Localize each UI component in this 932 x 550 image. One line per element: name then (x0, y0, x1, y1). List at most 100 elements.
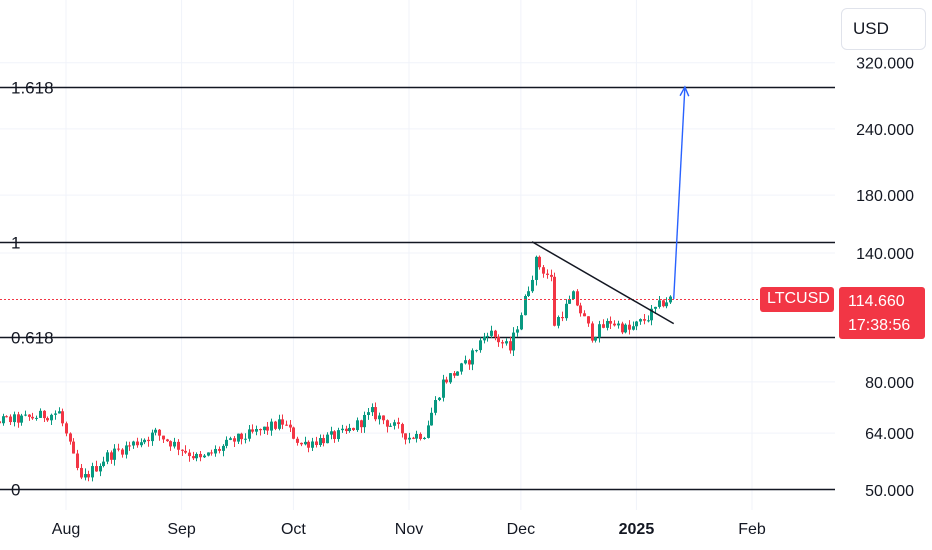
candle-body (255, 429, 258, 432)
candle-body (181, 449, 184, 451)
x-tick-label: Nov (395, 521, 423, 538)
candle-body (621, 323, 624, 333)
candle-body (665, 302, 668, 307)
candle-body (304, 441, 307, 445)
candle-body (225, 439, 228, 446)
candle-body (527, 291, 530, 296)
candle-body (99, 465, 102, 472)
candle-body (106, 452, 109, 462)
candle-body (270, 421, 273, 431)
candle-body (505, 341, 508, 344)
x-tick-label: Feb (738, 521, 766, 538)
candle-body (214, 448, 217, 454)
candle-body (602, 324, 605, 328)
projection-arrow[interactable] (673, 86, 686, 299)
candle-body (415, 433, 418, 439)
candle-body (169, 441, 172, 447)
candle-body (378, 415, 381, 420)
candle-body (20, 415, 23, 423)
candle-body (609, 320, 612, 324)
candle-body (445, 379, 448, 383)
candle-body (475, 350, 478, 352)
candle-body (233, 438, 236, 442)
candle-body (419, 433, 422, 439)
candle-body (39, 410, 42, 418)
candle-body (591, 323, 594, 341)
candle-body (296, 438, 299, 443)
candle-body (632, 326, 635, 330)
y-tick-label: 140.000 (856, 246, 914, 263)
candle-body (266, 426, 269, 431)
candle-body (292, 427, 295, 439)
time-axis[interactable]: Aug Sep Oct Nov Dec 2025 Feb (52, 521, 766, 538)
trendline[interactable] (531, 241, 675, 325)
candle-body (412, 437, 415, 439)
symbol-tag: LTCUSD (760, 287, 834, 312)
candle-body (199, 453, 202, 458)
candle-body (531, 279, 534, 292)
candle-body (173, 441, 176, 447)
candle-body (579, 305, 582, 314)
candle-body (65, 423, 68, 434)
candle-body (606, 320, 609, 328)
candle-body (50, 414, 53, 421)
currency-button[interactable]: USD (841, 8, 926, 50)
candle-body (307, 441, 310, 448)
candle-body (669, 296, 672, 303)
last-price-value: 114.660 (848, 293, 905, 310)
candle-body (72, 441, 75, 454)
candle-body (240, 433, 243, 440)
price-axis[interactable]: 320.000 240.000 180.000 140.000 80.000 64.000… (856, 56, 914, 500)
candle-body (17, 414, 20, 423)
candle-body (352, 427, 355, 431)
candle-body (95, 466, 98, 472)
candle-body (218, 448, 221, 451)
candle-body (333, 431, 336, 440)
candle-body (374, 407, 377, 420)
candle-body (486, 335, 489, 337)
y-tick-label: 180.000 (856, 188, 914, 205)
candle-body (520, 315, 523, 330)
candle-body (2, 416, 5, 424)
candle-body (404, 433, 407, 440)
x-tick-label: 2025 (619, 521, 655, 538)
fibonacci-levels[interactable]: 1.618 1 0.618 0 (0, 79, 835, 500)
candle-body (113, 448, 116, 460)
candle-body (315, 441, 318, 446)
fib-level-label: 1.618 (11, 79, 54, 98)
candle-body (490, 330, 493, 336)
candle-body (497, 337, 500, 343)
bar-countdown: 17:38:56 (848, 317, 911, 334)
drawings-layer[interactable] (0, 85, 835, 325)
x-tick-label: Oct (281, 521, 306, 538)
candle-body (643, 319, 646, 321)
candle-body (154, 429, 157, 433)
candle-body (345, 428, 348, 432)
candle-body (423, 437, 426, 439)
candle-body (125, 445, 128, 455)
candle-body (464, 360, 467, 364)
candle-body (635, 321, 638, 327)
candle-body (24, 414, 27, 416)
candle-body (617, 323, 620, 326)
candle-body (624, 324, 627, 333)
candle-body (263, 426, 266, 431)
candle-body (654, 306, 657, 309)
candle-body (278, 419, 281, 429)
candle-body (367, 412, 370, 415)
candle-body (512, 332, 515, 351)
y-tick-label: 64.000 (865, 426, 914, 443)
candle-body (300, 442, 303, 445)
candle-body (509, 341, 512, 351)
currency-button-label: USD (853, 19, 889, 38)
candle-body (382, 415, 385, 421)
candle-body (244, 438, 247, 440)
candle-body (84, 474, 87, 478)
candle-body (389, 425, 392, 427)
candle-body (583, 313, 586, 317)
candle-body (31, 416, 34, 419)
candle-body (117, 448, 120, 450)
candle-body (5, 416, 8, 418)
